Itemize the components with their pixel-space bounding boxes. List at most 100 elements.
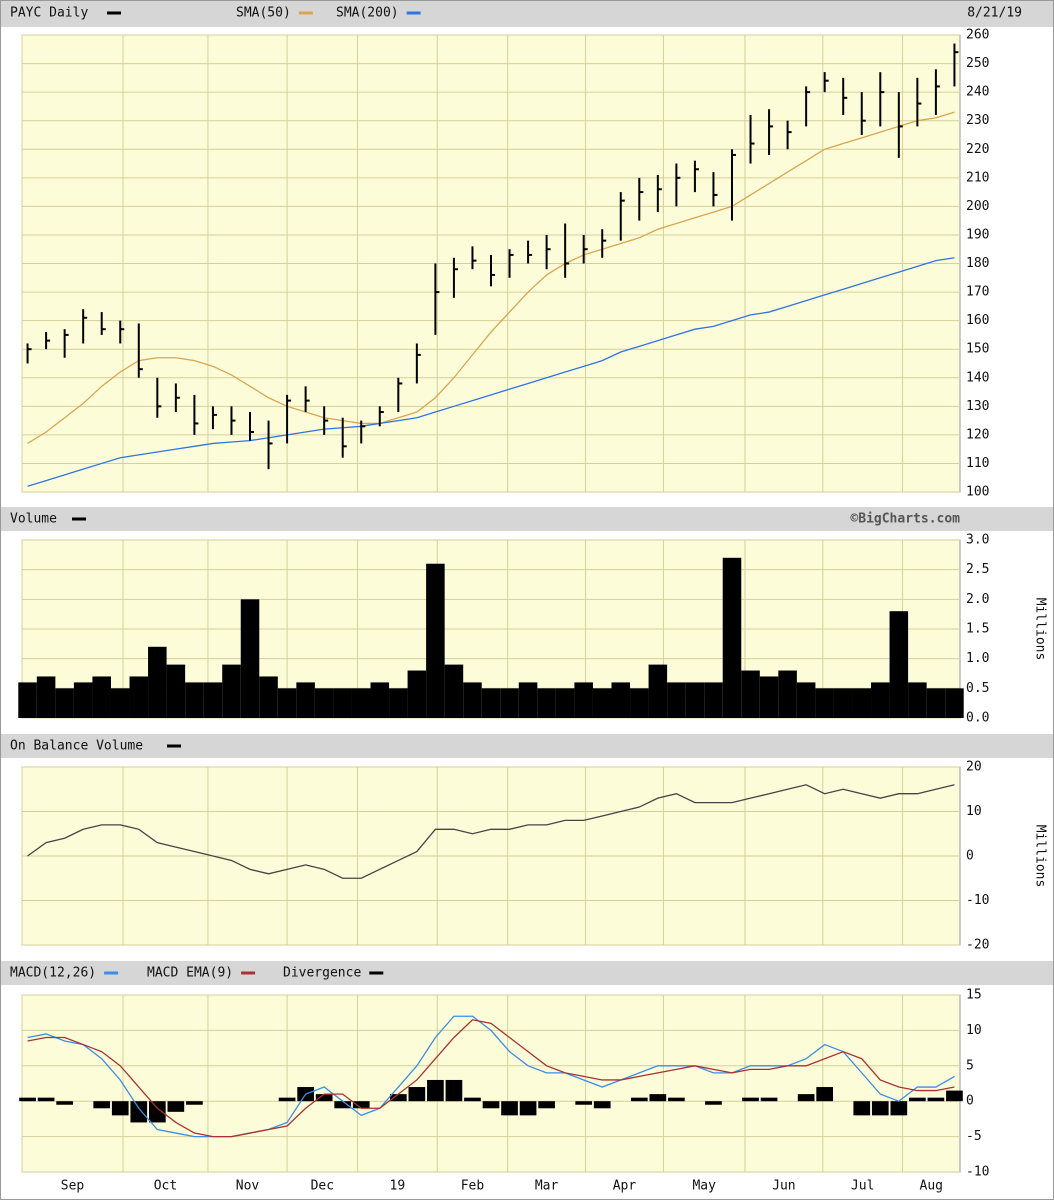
y-tick-label: 160 xyxy=(966,313,989,328)
obv-line xyxy=(27,784,955,879)
volume-bar xyxy=(574,682,593,718)
divergence-bar xyxy=(760,1097,778,1102)
divergence-bar xyxy=(519,1101,537,1116)
x-tick-label: Oct xyxy=(154,1179,177,1194)
y-tick-label: 240 xyxy=(966,85,989,100)
y-tick-label: 190 xyxy=(966,227,989,242)
divergence-bar xyxy=(538,1101,555,1109)
volume-bar xyxy=(667,682,686,718)
divergence-bar xyxy=(19,1097,36,1102)
volume-bar xyxy=(833,688,853,718)
volume-bar xyxy=(110,688,130,718)
y-axis-label: Millions xyxy=(1033,825,1048,888)
divergence-bar xyxy=(464,1097,481,1102)
macd-bar xyxy=(1,961,1053,985)
y-tick-label: 0.5 xyxy=(966,681,989,696)
divergence-bar xyxy=(130,1101,148,1123)
y-tick-label: 1.5 xyxy=(966,622,989,637)
y-tick-label: 20 xyxy=(966,760,982,775)
x-tick-label: 19 xyxy=(390,1179,406,1194)
x-tick-label: May xyxy=(692,1179,716,1194)
divergence-bar xyxy=(427,1079,444,1102)
volume-bar xyxy=(908,682,927,718)
volume-bar xyxy=(518,682,538,718)
y-tick-label: 2.0 xyxy=(966,592,989,607)
volume-bar xyxy=(741,670,760,718)
volume-bar xyxy=(203,682,223,718)
volume-bar xyxy=(333,688,352,718)
divergence-bar xyxy=(816,1087,834,1102)
y-tick-label: 150 xyxy=(966,342,989,357)
y-tick-label: 10 xyxy=(966,1023,982,1038)
divergence-bar xyxy=(482,1101,500,1109)
volume-bar xyxy=(945,688,964,718)
divergence-bar xyxy=(575,1101,593,1105)
obv-bar xyxy=(1,734,1053,758)
divergence-bar xyxy=(927,1097,945,1102)
divergence-bar xyxy=(871,1101,889,1116)
volume-bar xyxy=(426,563,445,718)
volume-bar xyxy=(611,682,631,718)
divergence-bar xyxy=(315,1094,333,1102)
y-tick-label: 120 xyxy=(966,427,989,442)
y-tick-label: 0 xyxy=(966,1094,974,1109)
y-tick-label: 2.5 xyxy=(966,562,989,577)
divergence-bar xyxy=(853,1101,871,1116)
x-tick-label: Jun xyxy=(772,1179,795,1194)
y-tick-label: 180 xyxy=(966,256,989,271)
volume-bar xyxy=(778,670,797,718)
volume-bar xyxy=(796,682,816,718)
legend-label: SMA(200) xyxy=(336,6,399,21)
y-tick-label: 0.0 xyxy=(966,711,989,726)
price-title: PAYC Daily xyxy=(10,6,88,21)
volume-bar xyxy=(592,688,612,718)
volume-bar xyxy=(630,688,649,718)
x-tick-label: Sep xyxy=(61,1179,85,1194)
y-tick-label: 3.0 xyxy=(966,533,989,548)
divergence-bar xyxy=(334,1101,352,1109)
legend-label: Divergence xyxy=(283,966,361,981)
divergence-bar xyxy=(630,1097,648,1102)
divergence-bar xyxy=(742,1097,759,1102)
x-tick-label: Nov xyxy=(236,1179,260,1194)
volume-bar xyxy=(370,682,390,718)
volume-bar xyxy=(129,676,149,718)
volume-bar xyxy=(92,676,111,718)
y-tick-label: -5 xyxy=(966,1129,982,1144)
volume-bar xyxy=(296,682,315,718)
y-tick-label: 110 xyxy=(966,456,989,471)
volume-bar xyxy=(351,688,371,718)
volume-bar xyxy=(722,557,742,718)
y-tick-label: -20 xyxy=(966,938,989,953)
plot-area xyxy=(21,994,961,1173)
volume-bar xyxy=(889,611,909,718)
divergence-bar xyxy=(56,1101,73,1105)
volume-bar xyxy=(389,688,408,718)
x-tick-label: Feb xyxy=(461,1179,485,1194)
header-bar xyxy=(1,1,1053,27)
divergence-bar xyxy=(445,1079,463,1102)
volume-bar xyxy=(18,682,37,718)
volume-bar xyxy=(852,688,872,718)
volume-bar xyxy=(277,688,297,718)
divergence-bar xyxy=(593,1101,611,1109)
y-tick-label: 0 xyxy=(966,849,974,864)
y-tick-label: 250 xyxy=(966,56,989,71)
divergence-bar xyxy=(186,1101,203,1105)
legend-label: MACD EMA(9) xyxy=(147,966,233,981)
divergence-bar xyxy=(111,1101,129,1116)
y-tick-label: 10 xyxy=(966,804,982,819)
y-tick-label: -10 xyxy=(966,1165,989,1180)
volume-bar xyxy=(1,507,1053,531)
volume-bar xyxy=(537,688,556,718)
divergence-bar xyxy=(93,1101,111,1109)
sma-line xyxy=(27,111,955,444)
y-tick-label: 1.0 xyxy=(966,651,989,666)
divergence-bar xyxy=(797,1094,815,1102)
divergence-bar xyxy=(278,1097,296,1102)
volume-bar xyxy=(555,688,575,718)
macd-line xyxy=(27,1019,955,1138)
source: ©BigCharts.com xyxy=(850,512,960,527)
volume-bar xyxy=(704,682,723,718)
